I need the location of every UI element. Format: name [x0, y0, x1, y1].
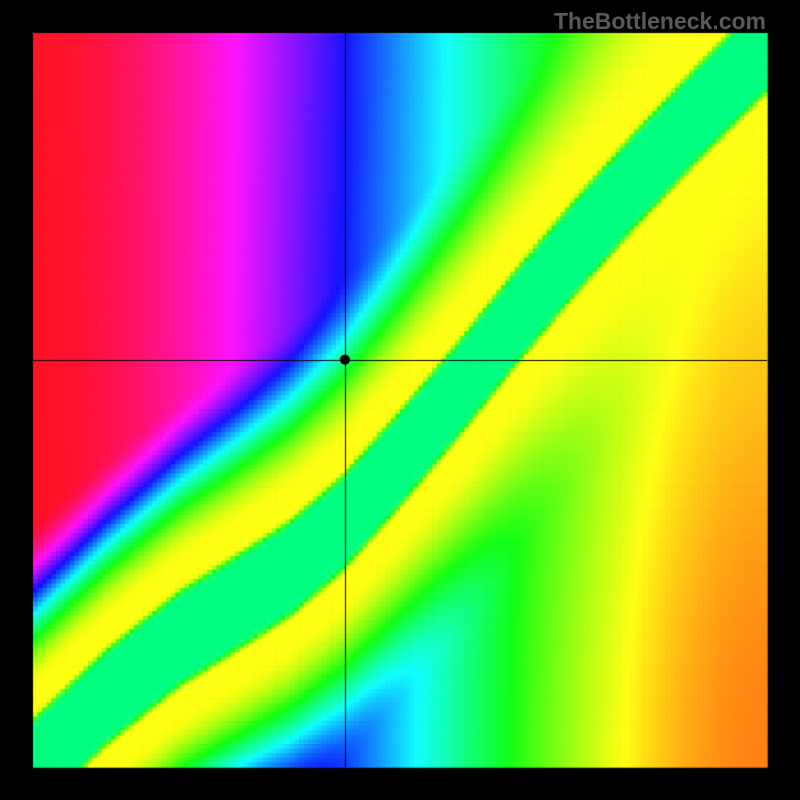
watermark-text: TheBottleneck.com: [554, 8, 766, 35]
bottleneck-heatmap-canvas: [0, 0, 800, 800]
